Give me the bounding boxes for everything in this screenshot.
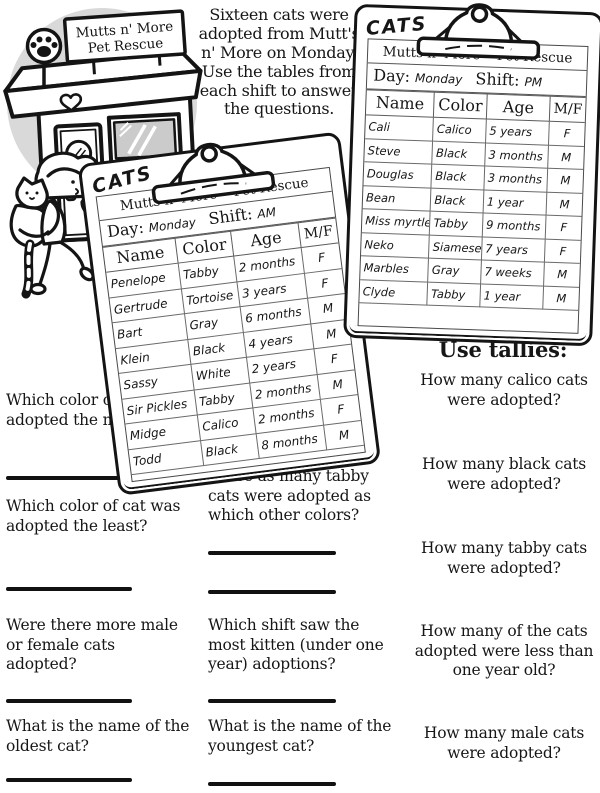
- table-cell: M: [546, 191, 583, 217]
- table-cell: M: [548, 144, 584, 170]
- heart-icon: [59, 93, 83, 112]
- answer-line: [208, 590, 336, 594]
- table-cell: F: [548, 121, 585, 146]
- awning-front: [3, 68, 203, 119]
- tally-question-tabby: How many tabby cats were adopted?: [421, 539, 587, 577]
- table-cell: Black: [200, 433, 260, 466]
- answer-line: [208, 551, 336, 555]
- table-cell: 3 months: [484, 142, 549, 169]
- question-color-least: Which color of cat was adopted the least…: [6, 497, 181, 535]
- table-cell: Black: [430, 187, 484, 213]
- intro-text: Sixteen cats were adopted from Mutt's n'…: [198, 5, 360, 119]
- table-cell: Calico: [432, 117, 487, 143]
- table-cell: Black: [431, 164, 485, 190]
- table-cell: Siamese: [428, 234, 483, 260]
- table-cell: Douglas: [363, 161, 433, 188]
- girl-dress: [40, 198, 67, 246]
- sign-text-line2: Pet Rescue: [87, 35, 163, 56]
- table-cell: Black: [432, 140, 486, 166]
- table-cell: Tabby: [429, 211, 483, 237]
- pm-cat-table: Name Color Age M/F Cali Calico 5 years F Ste…: [359, 89, 586, 311]
- question-male-female: Were there more male or female cats adop…: [6, 616, 178, 674]
- table-cell: Marbles: [360, 255, 429, 282]
- shift-value: AM: [256, 205, 277, 222]
- table-cell: M: [543, 285, 580, 311]
- shift-label: Shift:: [207, 204, 254, 229]
- clipboard-sheet: Mutts n' More • Pet Rescue Day: Monday S…: [357, 38, 589, 334]
- answer-line: [6, 587, 132, 591]
- table-cell: Miss myrtle: [361, 208, 431, 235]
- clipboard-pm-shift: CATS Mutts n' More • Pet Rescue Day: Mon…: [343, 3, 600, 347]
- table-cell: 9 months: [482, 212, 547, 239]
- table-cell: Bean: [362, 185, 432, 212]
- table-cell: 3 months: [483, 165, 549, 192]
- table-cell: 7 weeks: [480, 259, 545, 286]
- tally-question-calico: How many calico cats were adopted?: [420, 371, 588, 409]
- am-cat-table: Name Color Age M/F Penelope Tabby 2 months…: [103, 218, 364, 476]
- column-header-mf: M/F: [549, 96, 586, 123]
- column-header-color: Color: [433, 92, 488, 120]
- answer-line: [6, 476, 132, 480]
- column-header-name: Name: [365, 89, 435, 118]
- paw-sign-icon: [25, 27, 63, 88]
- question-youngest-cat: What is the name of the youngest cat?: [208, 717, 392, 755]
- clipboard-clip-icon: [151, 142, 276, 205]
- column-header-age: Age: [486, 94, 551, 122]
- day-label: Day:: [105, 217, 145, 242]
- question-kitten-shift: Which shift saw the most kitten (under o…: [208, 616, 384, 674]
- tally-question-black: How many black cats were adopted?: [421, 455, 587, 493]
- table-cell: Cali: [365, 114, 434, 141]
- day-value: Monday: [414, 71, 463, 87]
- clipboard-clip-icon: [416, 3, 540, 60]
- clipboard-board: CATS Mutts n' More • Pet Rescue Day: Mon…: [343, 3, 600, 347]
- tally-question-under-one-year: How many of the cats adopted were less t…: [414, 622, 594, 680]
- table-cell: 1 year: [482, 189, 548, 216]
- table-cell: 5 years: [485, 119, 550, 145]
- answer-line: [6, 778, 132, 782]
- table-cell: Tabby: [427, 281, 481, 307]
- table-cell: M: [547, 168, 584, 193]
- answer-line: [208, 699, 336, 703]
- table-cell: F: [545, 215, 582, 240]
- question-oldest-cat: What is the name of the oldest cat?: [6, 717, 190, 755]
- answer-line: [6, 699, 132, 703]
- table-cell: 1 year: [479, 283, 545, 310]
- sign-text-line1: Mutts n' More: [75, 19, 174, 42]
- clipboard-am-shift: CATS Mutts n' More • Pet Rescue Day: Mon…: [77, 131, 382, 496]
- shop-sign: Mutts n' More Pet Rescue: [62, 9, 187, 75]
- day-label: Day:: [372, 65, 411, 86]
- tally-question-male: How many male cats were adopted?: [423, 724, 585, 762]
- table-cell: F: [544, 238, 581, 264]
- table-cell: M: [323, 419, 364, 450]
- question-twice-tabby: Twice as many tabby cats were adopted as…: [208, 467, 371, 525]
- table-cell: Gray: [428, 258, 482, 284]
- table-cell: 7 years: [481, 236, 546, 263]
- shift-value: PM: [524, 74, 543, 90]
- table-cell: Clyde: [359, 279, 429, 306]
- table-cell: M: [544, 262, 580, 287]
- clipboard-sheet: Mutts n' More • Pet Rescue Day: Monday S…: [95, 166, 366, 483]
- table-cell: Steve: [364, 138, 433, 165]
- shift-label: Shift:: [475, 69, 520, 90]
- table-cell: Neko: [361, 232, 430, 259]
- clipboard-board: CATS Mutts n' More • Pet Rescue Day: Mon…: [77, 131, 382, 496]
- day-value: Monday: [147, 215, 197, 235]
- answer-line: [208, 782, 336, 786]
